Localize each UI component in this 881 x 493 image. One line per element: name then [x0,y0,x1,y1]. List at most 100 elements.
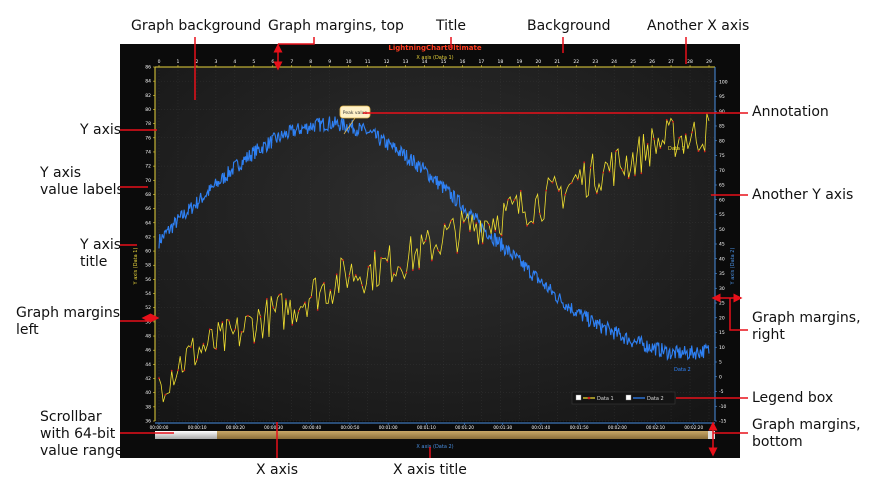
bottom-x-tick-label: 00:00:10 [188,425,207,430]
top-x-tick-label: 28 [687,59,693,65]
callout-y-axis-value-labels: Y axis value labels [40,165,124,198]
left-y-tick-label: 38 [145,404,151,410]
series-data1-point [576,178,579,181]
series-data1-point [285,298,287,301]
right-y-tick-label: 60 [719,197,725,203]
left-y-tick-label: 64 [145,220,151,226]
series-data1-point [589,166,592,169]
scrollbar-end-button[interactable] [708,431,715,439]
right-y-tick-label: 65 [719,183,725,189]
right-y-tick-label: 15 [719,330,725,336]
callout-legend-box: Legend box [752,390,834,406]
series-data2-line [158,116,710,362]
left-y-tick-label: 80 [145,107,151,113]
right-y-tick-label: 45 [719,242,725,248]
chart-svg: LightningChartUltimate X axis (Data 1) 0… [133,44,736,450]
series-data1-point [646,142,649,145]
callout-graph-margins-left: Graph margins, left [16,305,125,338]
series-data1-point [526,224,528,227]
left-y-tick-label: 74 [145,149,151,155]
series-data1-point [411,269,414,272]
series-data1-point [354,274,357,276]
series-data1-point [595,192,598,195]
left-y-tick-label: 70 [145,178,151,184]
left-y-tick-label: 62 [145,234,151,240]
bottom-x-tick-label: 00:02:00 [608,425,627,430]
series-data1-point [532,222,535,225]
series-data1-point [621,168,624,171]
left-y-tick-label: 82 [145,93,151,99]
series-data1-point [653,138,655,140]
series-data1-point [418,268,421,270]
right-y-tick-label: 70 [719,168,725,174]
series-data1-point [672,120,674,123]
left-y-tick-label: 86 [145,65,151,71]
bottom-x-tick-label: 00:01:40 [532,425,551,430]
series-data1-point [551,181,554,184]
callout-background: Background [527,18,611,34]
series-data1-point [329,289,332,291]
series-data1-point [316,309,319,311]
left-y-tick-label: 52 [145,305,151,311]
bottom-x-tick-label: 00:00:50 [341,425,360,430]
series-data1-point [481,242,484,245]
bottom-x-tick-label: 00:00:40 [302,425,321,430]
right-y-tick-label: 30 [719,286,725,292]
top-x-axis-title: X axis (Data 1) [416,55,453,61]
legend-checkbox-data2[interactable] [625,394,632,401]
annotation-pointer [343,117,356,135]
callout-graph-margins-right: Graph margins, right [752,310,861,343]
left-y-tick-label: 84 [145,79,151,85]
legend-checkbox-data1[interactable] [575,394,582,401]
chart-title: LightningChartUltimate [388,44,481,52]
callout-y-axis-title: Y axis title [80,237,122,270]
series-data1-point [462,221,465,224]
top-x-tick-label: 2 [195,59,198,65]
top-x-tick-label: 26 [649,59,655,65]
series-data1-point [392,272,395,275]
right-y-tick-label: 55 [719,212,725,218]
callout-annotation: Annotation [752,104,829,120]
annotation-text: Peak value [343,110,368,116]
top-x-tick-label: 13 [403,59,409,65]
series-data1-point [627,177,630,179]
series-data1-point [323,281,325,284]
series-data1-point [697,150,700,152]
right-y-tick-label: 20 [719,315,725,321]
scrollbar-track[interactable] [155,431,715,439]
series-data1-point [348,274,351,277]
graph-background [155,67,715,421]
top-x-tick-label: 24 [611,59,617,65]
left-y-tick-label: 50 [145,319,151,325]
callout-another-x-axis: Another X axis [647,18,750,34]
left-y-tick-label: 42 [145,376,151,382]
callout-x-axis: X axis [256,462,299,478]
callout-title: Title [436,18,467,34]
scrollbar-thumb[interactable] [155,431,217,439]
bottom-x-tick-label: 00:01:10 [417,425,436,430]
chart-panel: LightningChartUltimate X axis (Data 1) 0… [120,44,740,458]
scrollbar[interactable] [155,431,715,439]
top-x-tick-label: 0 [158,59,161,65]
top-x-tick-label: 23 [592,59,598,65]
series-data1-point [634,174,636,177]
right-y-tick-label: 95 [719,94,725,100]
top-x-tick-label: 27 [668,59,674,65]
top-x-tick-label: 20 [535,59,541,65]
right-y-axis-title: Y axis (Data 2) [730,248,736,286]
top-x-tick-label: 11 [365,59,371,65]
right-y-tick-label: 100 [719,79,728,85]
right-y-tick-label: 0 [719,374,722,380]
bottom-x-tick-label: 00:02:20 [684,425,703,430]
pointer-graph-margins-top [278,37,315,45]
annotation[interactable]: Peak value [339,105,371,135]
top-x-tick-label: 4 [233,59,236,65]
bottom-x-tick-label: 00:01:30 [493,425,512,430]
series-data1-point [221,321,224,324]
right-y-tick-label: 35 [719,271,725,277]
series-data1-point [430,259,433,262]
legend-box: Data 1 Data 2 [571,391,676,405]
series-data1-point [278,293,281,296]
series-data1-point [361,284,363,287]
right-y-tick-label: -10 [719,404,726,410]
